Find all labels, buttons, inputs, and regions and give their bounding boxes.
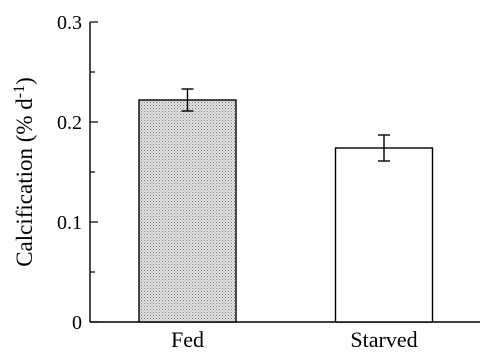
y-axis-title: Calcification (% d-1) [11, 77, 37, 267]
x-axis-tick-labels: Fed Starved [171, 327, 418, 352]
y-axis-title-main: Calcification (% d [12, 98, 37, 267]
y-tick-label: 0.1 [57, 212, 82, 234]
y-tick-label: 0.2 [57, 112, 82, 134]
x-tick-label-fed: Fed [171, 327, 204, 352]
y-axis-title-close: ) [12, 77, 37, 85]
bars-group [138, 88, 434, 323]
y-tick-label: 0 [72, 312, 82, 334]
y-axis-title-superscript: -1 [11, 85, 28, 98]
bar-fed [138, 99, 237, 323]
bar-starved [334, 147, 434, 323]
y-tick-label: 0.3 [57, 12, 82, 34]
svg-text:Calcification (% d-1): Calcification (% d-1) [11, 77, 37, 267]
x-tick-label-starved: Starved [350, 327, 417, 352]
y-axis-ticks: 0 0.1 0.2 0.3 [57, 12, 98, 334]
